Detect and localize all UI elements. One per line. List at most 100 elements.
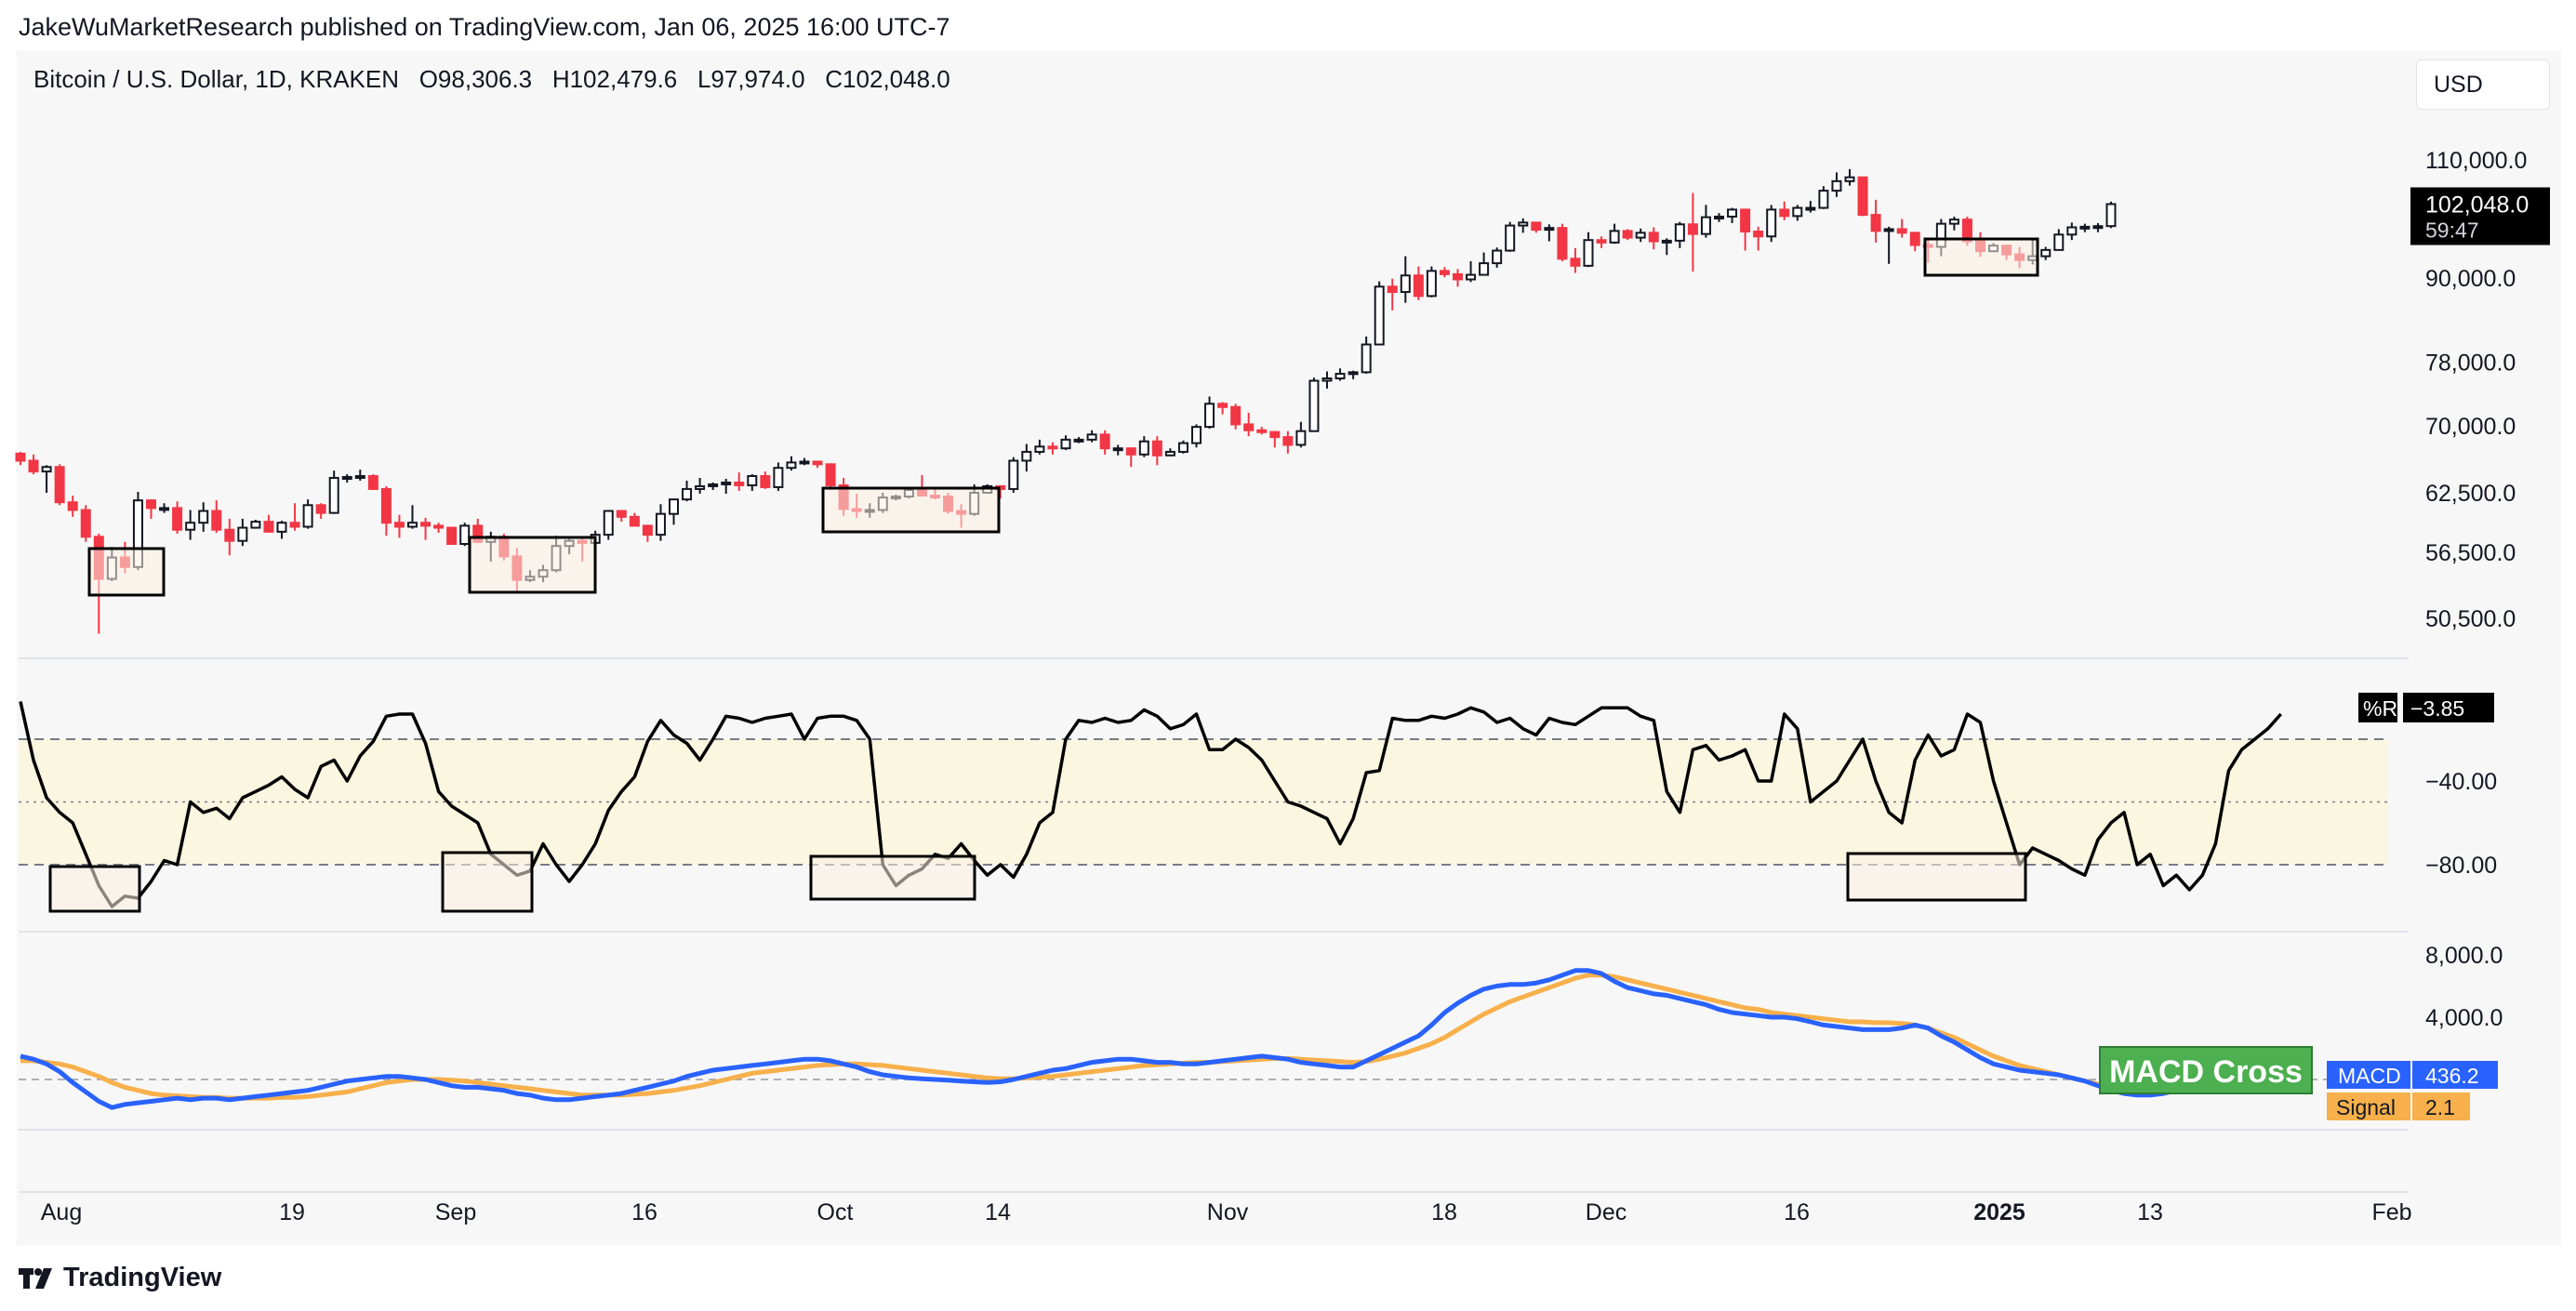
signal-line: [20, 973, 2203, 1101]
candle: [250, 521, 261, 529]
candle: [1700, 216, 1711, 235]
candle: [1308, 379, 1320, 432]
candle: [1948, 218, 1959, 225]
annotation-box: [468, 536, 597, 594]
candle: [1896, 228, 1907, 234]
price-badge-value: 102,048.0: [2425, 192, 2529, 218]
candle: [1831, 179, 1842, 192]
candle: [1295, 430, 1307, 446]
time-axis-label: 18: [1431, 1199, 1457, 1225]
annotation-box: [821, 486, 1001, 534]
candle: [146, 499, 156, 510]
candle: [669, 498, 679, 515]
candle: [2066, 226, 2078, 236]
candle: [747, 475, 758, 486]
candle: [420, 522, 432, 527]
macd-axis-label: 4,000.0: [2425, 1005, 2503, 1031]
candle: [786, 461, 797, 470]
candle: [276, 522, 287, 533]
candle: [1570, 258, 1581, 267]
candle: [1687, 223, 1698, 235]
signal-tag: [2327, 1092, 2410, 1120]
annotation-box: [48, 865, 141, 913]
candle: [1204, 403, 1215, 429]
candle: [1714, 215, 1724, 219]
candle: [682, 487, 693, 501]
candle: [1073, 438, 1084, 443]
wr-value-tag: [2403, 693, 2494, 722]
candle: [1021, 450, 1032, 462]
candle: [1531, 221, 1542, 232]
candle: [1596, 239, 1607, 244]
candle: [1047, 445, 1058, 450]
candle: [1544, 227, 1555, 232]
tradingview-logo[interactable]: TradingView: [19, 1263, 221, 1293]
macd-tag: [2327, 1061, 2410, 1089]
candle: [1635, 232, 1646, 239]
candle: [1857, 176, 1868, 217]
annotation-box: [1846, 852, 2027, 902]
candle: [1648, 232, 1659, 243]
candle: [1609, 230, 1620, 244]
candle: [603, 510, 614, 536]
macd-cross-annotation: [2099, 1046, 2313, 1094]
candle: [1518, 221, 1529, 227]
candle: [1909, 232, 1920, 246]
price-badge-countdown: 59:47: [2425, 218, 2479, 243]
price-badge: [2410, 187, 2550, 245]
time-axis-label: Oct: [817, 1199, 854, 1225]
candle: [1779, 208, 1790, 218]
annotation-box: [87, 547, 166, 597]
wr-line: [19, 701, 2283, 908]
candle: [1557, 227, 1568, 260]
macd-cross-text: MACD Cross: [2109, 1054, 2303, 1090]
candle: [172, 507, 183, 531]
candle: [28, 459, 39, 473]
symbol-name: Bitcoin / U.S. Dollar, 1D, KRAKEN: [33, 65, 400, 93]
candle: [433, 524, 445, 529]
candle: [1453, 272, 1463, 281]
candle: [1125, 447, 1136, 456]
macd-tag-label: MACD: [2338, 1064, 2401, 1088]
time-axis-label: Nov: [1207, 1199, 1249, 1225]
candle: [1479, 262, 1490, 276]
candle: [825, 463, 836, 486]
candle: [721, 481, 732, 485]
candle: [67, 501, 78, 511]
candle: [198, 510, 209, 524]
candle: [2040, 248, 2052, 258]
ohlc-open: O98,306.3: [418, 65, 533, 93]
candle: [2053, 233, 2065, 251]
signal-value: 2.1: [2425, 1095, 2455, 1119]
candle: [629, 515, 640, 527]
candle: [1112, 447, 1123, 452]
candle: [760, 475, 771, 488]
candle: [1622, 230, 1633, 239]
candle: [1374, 285, 1385, 346]
publish-info: JakeWuMarketResearch published on Tradin…: [19, 13, 950, 41]
time-axis-label: Feb: [2371, 1199, 2411, 1225]
currency-button[interactable]: USD: [2416, 60, 2550, 110]
candle: [1805, 206, 1816, 211]
candle: [367, 475, 378, 490]
candle: [642, 524, 653, 536]
time-axis-label: Sep: [435, 1199, 476, 1225]
price-axis-label: 70,000.0: [2425, 414, 2516, 440]
candle: [1792, 206, 1803, 218]
price-axis-label: 56,500.0: [2425, 540, 2516, 566]
candle: [655, 512, 666, 536]
candle: [1348, 371, 1359, 376]
candle: [799, 460, 810, 465]
candle: [1844, 176, 1855, 182]
candle: [1164, 450, 1175, 457]
price-axis-label: 110,000.0: [2425, 148, 2527, 174]
tradingview-logo-icon: [19, 1267, 52, 1289]
time-axis-label: 16: [1784, 1199, 1810, 1225]
time-axis-label: 2025: [1973, 1199, 2025, 1225]
candle: [1282, 436, 1294, 446]
symbol-legend: Bitcoin / U.S. Dollar, 1D, KRAKEN O98,30…: [33, 65, 950, 94]
candle: [2092, 225, 2104, 230]
candle: [15, 452, 26, 462]
candle: [185, 522, 196, 531]
